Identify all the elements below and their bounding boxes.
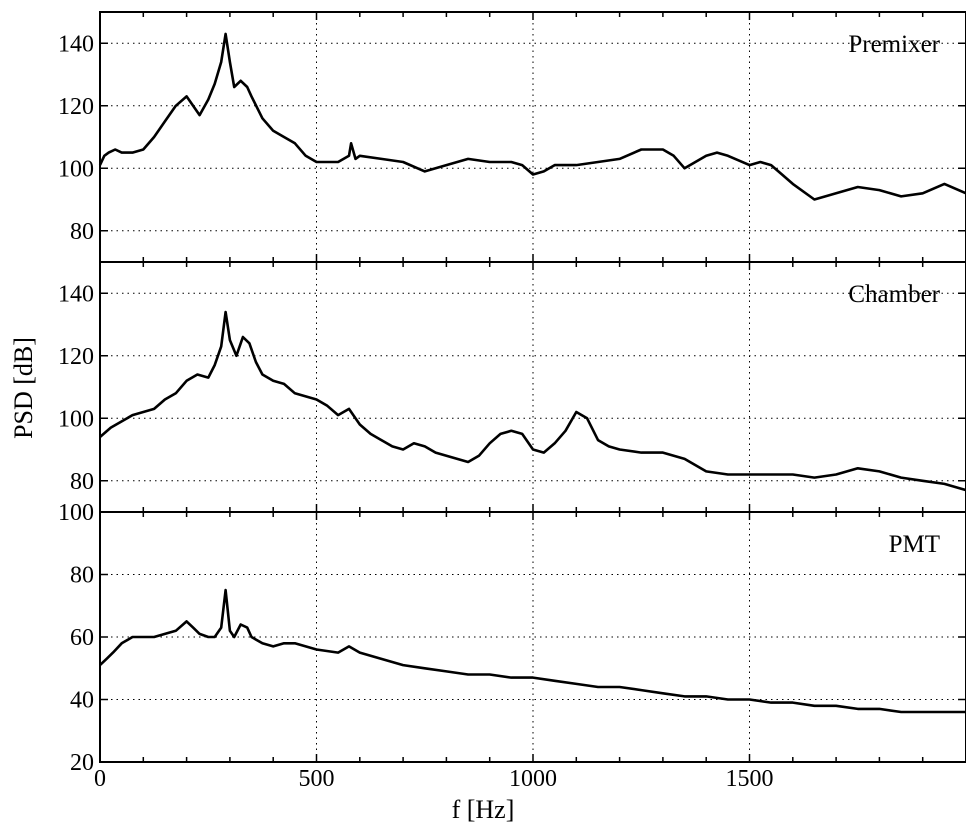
y-tick-label-1-80: 80	[70, 469, 94, 495]
series-line-2-0	[99, 588, 966, 714]
y-tick-label-2-60: 60	[70, 625, 94, 651]
y-tick-label-0-120: 120	[58, 94, 94, 120]
y-tick-label-1-120: 120	[58, 344, 94, 370]
x-tick-label-1500: 1500	[726, 766, 774, 792]
x-tick-label-500: 500	[299, 766, 335, 792]
panel-frame-0	[99, 11, 966, 263]
panel-2: 20 40 60 80 100 PMT 0 500 1000 1500 f [Hz]	[58, 500, 966, 824]
panel-title-1: Chamber	[848, 281, 940, 308]
y-tick-label-2-40: 40	[70, 688, 94, 714]
y-tick-label-1-140: 140	[58, 281, 94, 307]
panel-0: 80 100 120 140 Premixer	[58, 11, 966, 263]
y-tick-label-0-80: 80	[70, 219, 94, 245]
y-tick-label-2-80: 80	[70, 563, 94, 589]
panel-title-0: Premixer	[848, 31, 940, 58]
x-tick-label-0: 0	[94, 766, 106, 792]
y-tick-label-1-100: 100	[58, 406, 94, 432]
y-tick-label-0-140: 140	[58, 31, 94, 57]
y-tick-label-2-100: 100	[58, 500, 94, 526]
series-line-0-0	[98, 32, 966, 201]
panel-frame-2	[99, 511, 966, 763]
y-tick-label-0-100: 100	[58, 156, 94, 182]
panel-1: 80 100 120 140 Chamber	[58, 261, 966, 513]
y-axis-label: PSD [dB]	[9, 337, 38, 439]
chart-panels: 80 100 120 140 Premixer 80 100 120 140 Chamber 20 4…	[58, 11, 966, 824]
x-tick-label-1000: 1000	[509, 766, 557, 792]
x-axis-label: f [Hz]	[452, 795, 515, 824]
series-line-1-0	[99, 310, 966, 492]
y-tick-label-2-20: 20	[70, 750, 94, 776]
panel-title-2: PMT	[889, 531, 940, 558]
